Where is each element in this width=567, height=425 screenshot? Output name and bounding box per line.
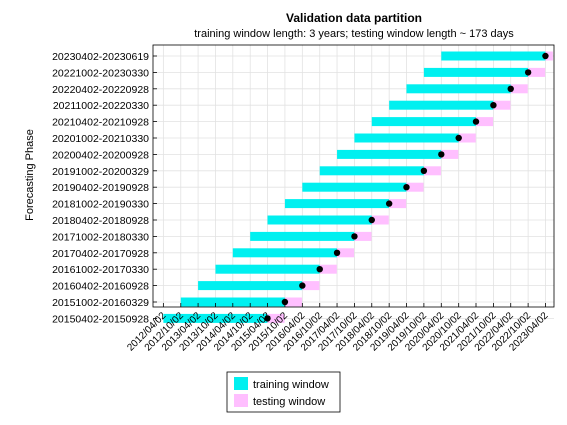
legend: training window testing window: [226, 371, 341, 413]
split-point-20201002-20210330: [455, 134, 462, 142]
training-window-bar-20201002-20210330: [354, 133, 459, 143]
split-point-20200402-20200928: [438, 151, 445, 158]
y-tick-label: 20201002-20210330: [52, 133, 149, 145]
testing-window-bar-20180402-20180928: [371, 215, 389, 225]
split-point-20150402-20150928: [264, 315, 271, 322]
chart-title: Validation data partition: [286, 11, 422, 25]
training-window-bar-20211002-20220330: [389, 100, 494, 110]
testing-window-bar-20221002-20230330: [528, 67, 546, 77]
legend-swatch-testing-window: [234, 394, 248, 407]
split-point-20190402-20190928: [403, 184, 410, 191]
testing-window-bar-20170402-20170928: [337, 248, 355, 258]
y-tick-label: 20211002-20220330: [53, 100, 149, 112]
y-tick-label: 20220402-20220928: [52, 84, 149, 96]
split-point-20160402-20160928: [299, 282, 306, 289]
plot-frame: [152, 44, 555, 308]
y-tick-labels: 20150402-20150928 20151002-20160329 201604…: [52, 51, 157, 325]
training-window-bar-20180402-20180928: [267, 215, 372, 225]
training-window-bar-20151002-20160329: [180, 297, 285, 307]
testing-window-bar-20200402-20200928: [441, 149, 459, 159]
split-point-20230402-20230619: [542, 52, 549, 60]
legend-label-training-window: training window: [253, 379, 329, 391]
y-axis-label: Forecasting Phase: [24, 129, 36, 221]
split-point-20211002-20220330: [490, 102, 497, 109]
training-window-bar-20160402-20160928: [198, 281, 303, 291]
y-tick-label: 20150402-20150928: [52, 313, 149, 325]
y-tick-label: 20180402-20180928: [52, 215, 149, 227]
split-point-20181002-20190330: [385, 200, 393, 207]
testing-window-bar-20190402-20190928: [406, 182, 424, 192]
testing-window-bar-20211002-20220330: [493, 100, 511, 110]
training-window-bar-20210402-20210928: [371, 117, 476, 127]
testing-window-bar-20230402-20230619: [545, 51, 553, 61]
testing-window-bar-20151002-20160329: [284, 297, 302, 307]
testing-window-bar-20220402-20220928: [510, 84, 528, 94]
split-point-20180402-20180928: [368, 216, 375, 224]
y-tick-label: 20210402-20210928: [52, 117, 149, 129]
y-tick-label: 20170402-20170928: [52, 248, 149, 260]
testing-window-bar-20161002-20170330: [319, 264, 337, 274]
split-point-20221002-20230330: [524, 69, 532, 76]
split-point-20151002-20160329: [281, 298, 289, 306]
split-point-20171002-20180330: [351, 233, 358, 240]
training-window-bar-20230402-20230619: [441, 51, 546, 61]
testing-window-bar-20191002-20200329: [423, 166, 441, 176]
training-window-bar-20171002-20180330: [250, 231, 355, 241]
phase-bars: [163, 51, 553, 323]
testing-window-bar-20181002-20190330: [389, 199, 407, 209]
legend-label-testing-window: testing window: [253, 396, 325, 408]
y-tick-label: 20190402-20190928: [52, 182, 149, 194]
training-window-bar-20200402-20200928: [337, 149, 442, 159]
x-tick-labels: 2012/04/022012/10/022013/04/022013/10/02…: [125, 303, 551, 354]
split-point-20191002-20200329: [420, 167, 428, 174]
split-point-20220402-20220928: [507, 85, 514, 93]
split-point-20170402-20170928: [333, 249, 341, 256]
testing-window-bar-20171002-20180330: [354, 231, 372, 241]
training-window-bar-20221002-20230330: [423, 67, 529, 77]
testing-window-bar-20160402-20160928: [302, 281, 320, 291]
training-window-bar-20181002-20190330: [284, 199, 390, 209]
y-tick-label: 20160402-20160928: [52, 281, 149, 293]
testing-window-bar-20150402-20150928: [267, 313, 285, 323]
y-tick-label: 20200402-20200928: [52, 149, 149, 161]
training-window-bar-20170402-20170928: [232, 248, 337, 258]
split-point-20210402-20210928: [472, 118, 480, 125]
training-window-bar-20161002-20170330: [215, 264, 320, 274]
split-markers: [264, 52, 549, 322]
training-window-bar-20220402-20220928: [406, 84, 511, 94]
y-tick-label: 20191002-20200329: [52, 166, 149, 178]
y-tick-label: 20230402-20230619: [52, 51, 149, 63]
legend-swatch-training-window: [234, 377, 248, 390]
y-tick-label: 20171002-20180330: [52, 231, 149, 243]
chart-subtitle: training window length: 3 years; testing…: [194, 28, 514, 40]
split-point-20161002-20170330: [316, 266, 323, 273]
y-tick-label: 20161002-20170330: [52, 264, 149, 276]
testing-window-bar-20210402-20210928: [476, 117, 494, 127]
training-window-bar-20150402-20150928: [163, 313, 268, 323]
training-window-bar-20191002-20200329: [319, 166, 424, 176]
y-tick-label: 20181002-20190330: [52, 199, 149, 211]
testing-window-bar-20201002-20210330: [458, 133, 476, 143]
training-window-bar-20190402-20190928: [302, 182, 407, 192]
y-tick-label: 20221002-20230330: [52, 67, 149, 79]
y-tick-label: 20151002-20160329: [52, 297, 149, 309]
